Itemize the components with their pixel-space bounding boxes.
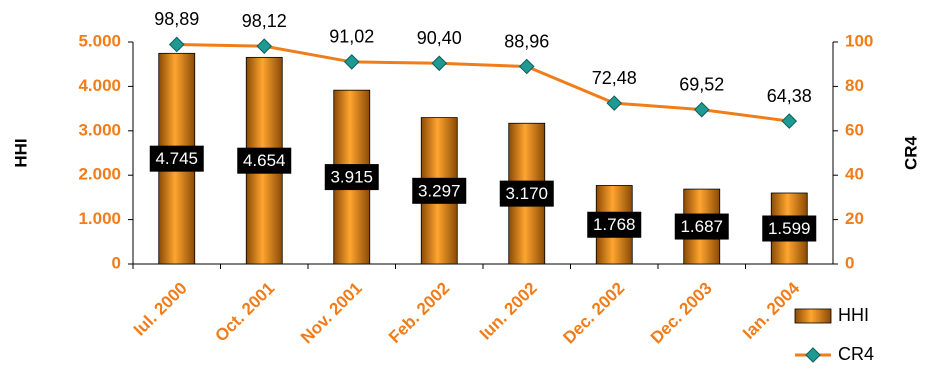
bar-value-label: 3.297 bbox=[418, 181, 461, 200]
line-value-label: 98,12 bbox=[242, 11, 287, 31]
marker bbox=[168, 36, 185, 53]
x-tick-label: Iul. 2000 bbox=[130, 279, 191, 340]
bar-value-label: 1.768 bbox=[593, 215, 636, 234]
y-tick-label: 0 bbox=[112, 253, 121, 272]
legend-marker bbox=[805, 347, 821, 363]
x-tick-label: Iun. 2002 bbox=[476, 279, 541, 344]
bar-label-box bbox=[499, 180, 554, 207]
marker bbox=[781, 113, 798, 129]
y-tick-label: 1.000 bbox=[78, 209, 121, 228]
y2-axis-title: CR4 bbox=[901, 135, 920, 170]
marker bbox=[343, 54, 360, 70]
bar-value-label: 1.687 bbox=[680, 217, 723, 236]
y2-tick-label: 20 bbox=[845, 209, 864, 228]
legend-label: HHI bbox=[838, 305, 869, 325]
marker bbox=[693, 101, 710, 118]
marker bbox=[606, 95, 623, 111]
y-tick-label: 4.000 bbox=[78, 76, 121, 95]
legend-swatch bbox=[794, 308, 832, 324]
line-value-label: 69,52 bbox=[679, 74, 724, 94]
bar-label-box bbox=[237, 147, 292, 174]
y-tick-label: 5.000 bbox=[78, 31, 121, 50]
bar-value-label: 3.915 bbox=[330, 168, 373, 187]
line-value-label: 64,38 bbox=[767, 86, 812, 106]
bar-label-box bbox=[674, 213, 729, 240]
y-tick-label: 2.000 bbox=[78, 165, 121, 184]
legend-label: CR4 bbox=[838, 344, 874, 364]
bar-label-box bbox=[149, 145, 204, 172]
bar-label-box bbox=[762, 215, 817, 242]
x-tick-label: Dec. 2002 bbox=[559, 279, 628, 348]
bar-label-box bbox=[324, 164, 379, 191]
x-tick-label: Dec. 2003 bbox=[647, 279, 716, 348]
y2-tick-label: 40 bbox=[845, 165, 864, 184]
line-value-label: 91,02 bbox=[329, 27, 374, 47]
line-value-label: 90,40 bbox=[417, 28, 462, 48]
y2-tick-label: 60 bbox=[845, 120, 864, 139]
bar-value-label: 3.170 bbox=[505, 184, 548, 203]
marker bbox=[431, 55, 448, 72]
bar-value-label: 4.745 bbox=[155, 149, 198, 168]
bar-label-box bbox=[412, 177, 467, 204]
x-tick-label: Oct. 2001 bbox=[211, 279, 278, 346]
marker bbox=[518, 58, 535, 75]
bar-value-label: 1.599 bbox=[768, 219, 811, 238]
x-tick-label: Ian. 2004 bbox=[739, 278, 804, 343]
y2-tick-label: 80 bbox=[845, 76, 864, 95]
line-value-label: 72,48 bbox=[592, 68, 637, 88]
bar-value-label: 4.654 bbox=[243, 151, 286, 170]
line-value-label: 88,96 bbox=[504, 31, 549, 51]
line-value-label: 98,89 bbox=[154, 9, 199, 29]
x-tick-label: Nov. 2001 bbox=[297, 279, 366, 348]
x-tick-label: Feb. 2002 bbox=[385, 279, 453, 347]
marker bbox=[256, 38, 273, 54]
y-tick-label: 3.000 bbox=[78, 120, 121, 139]
y2-tick-label: 0 bbox=[845, 253, 854, 272]
bar-label-box bbox=[587, 211, 642, 238]
y2-tick-label: 100 bbox=[845, 31, 873, 50]
y-axis-title: HHI bbox=[11, 138, 30, 167]
line bbox=[176, 42, 790, 123]
